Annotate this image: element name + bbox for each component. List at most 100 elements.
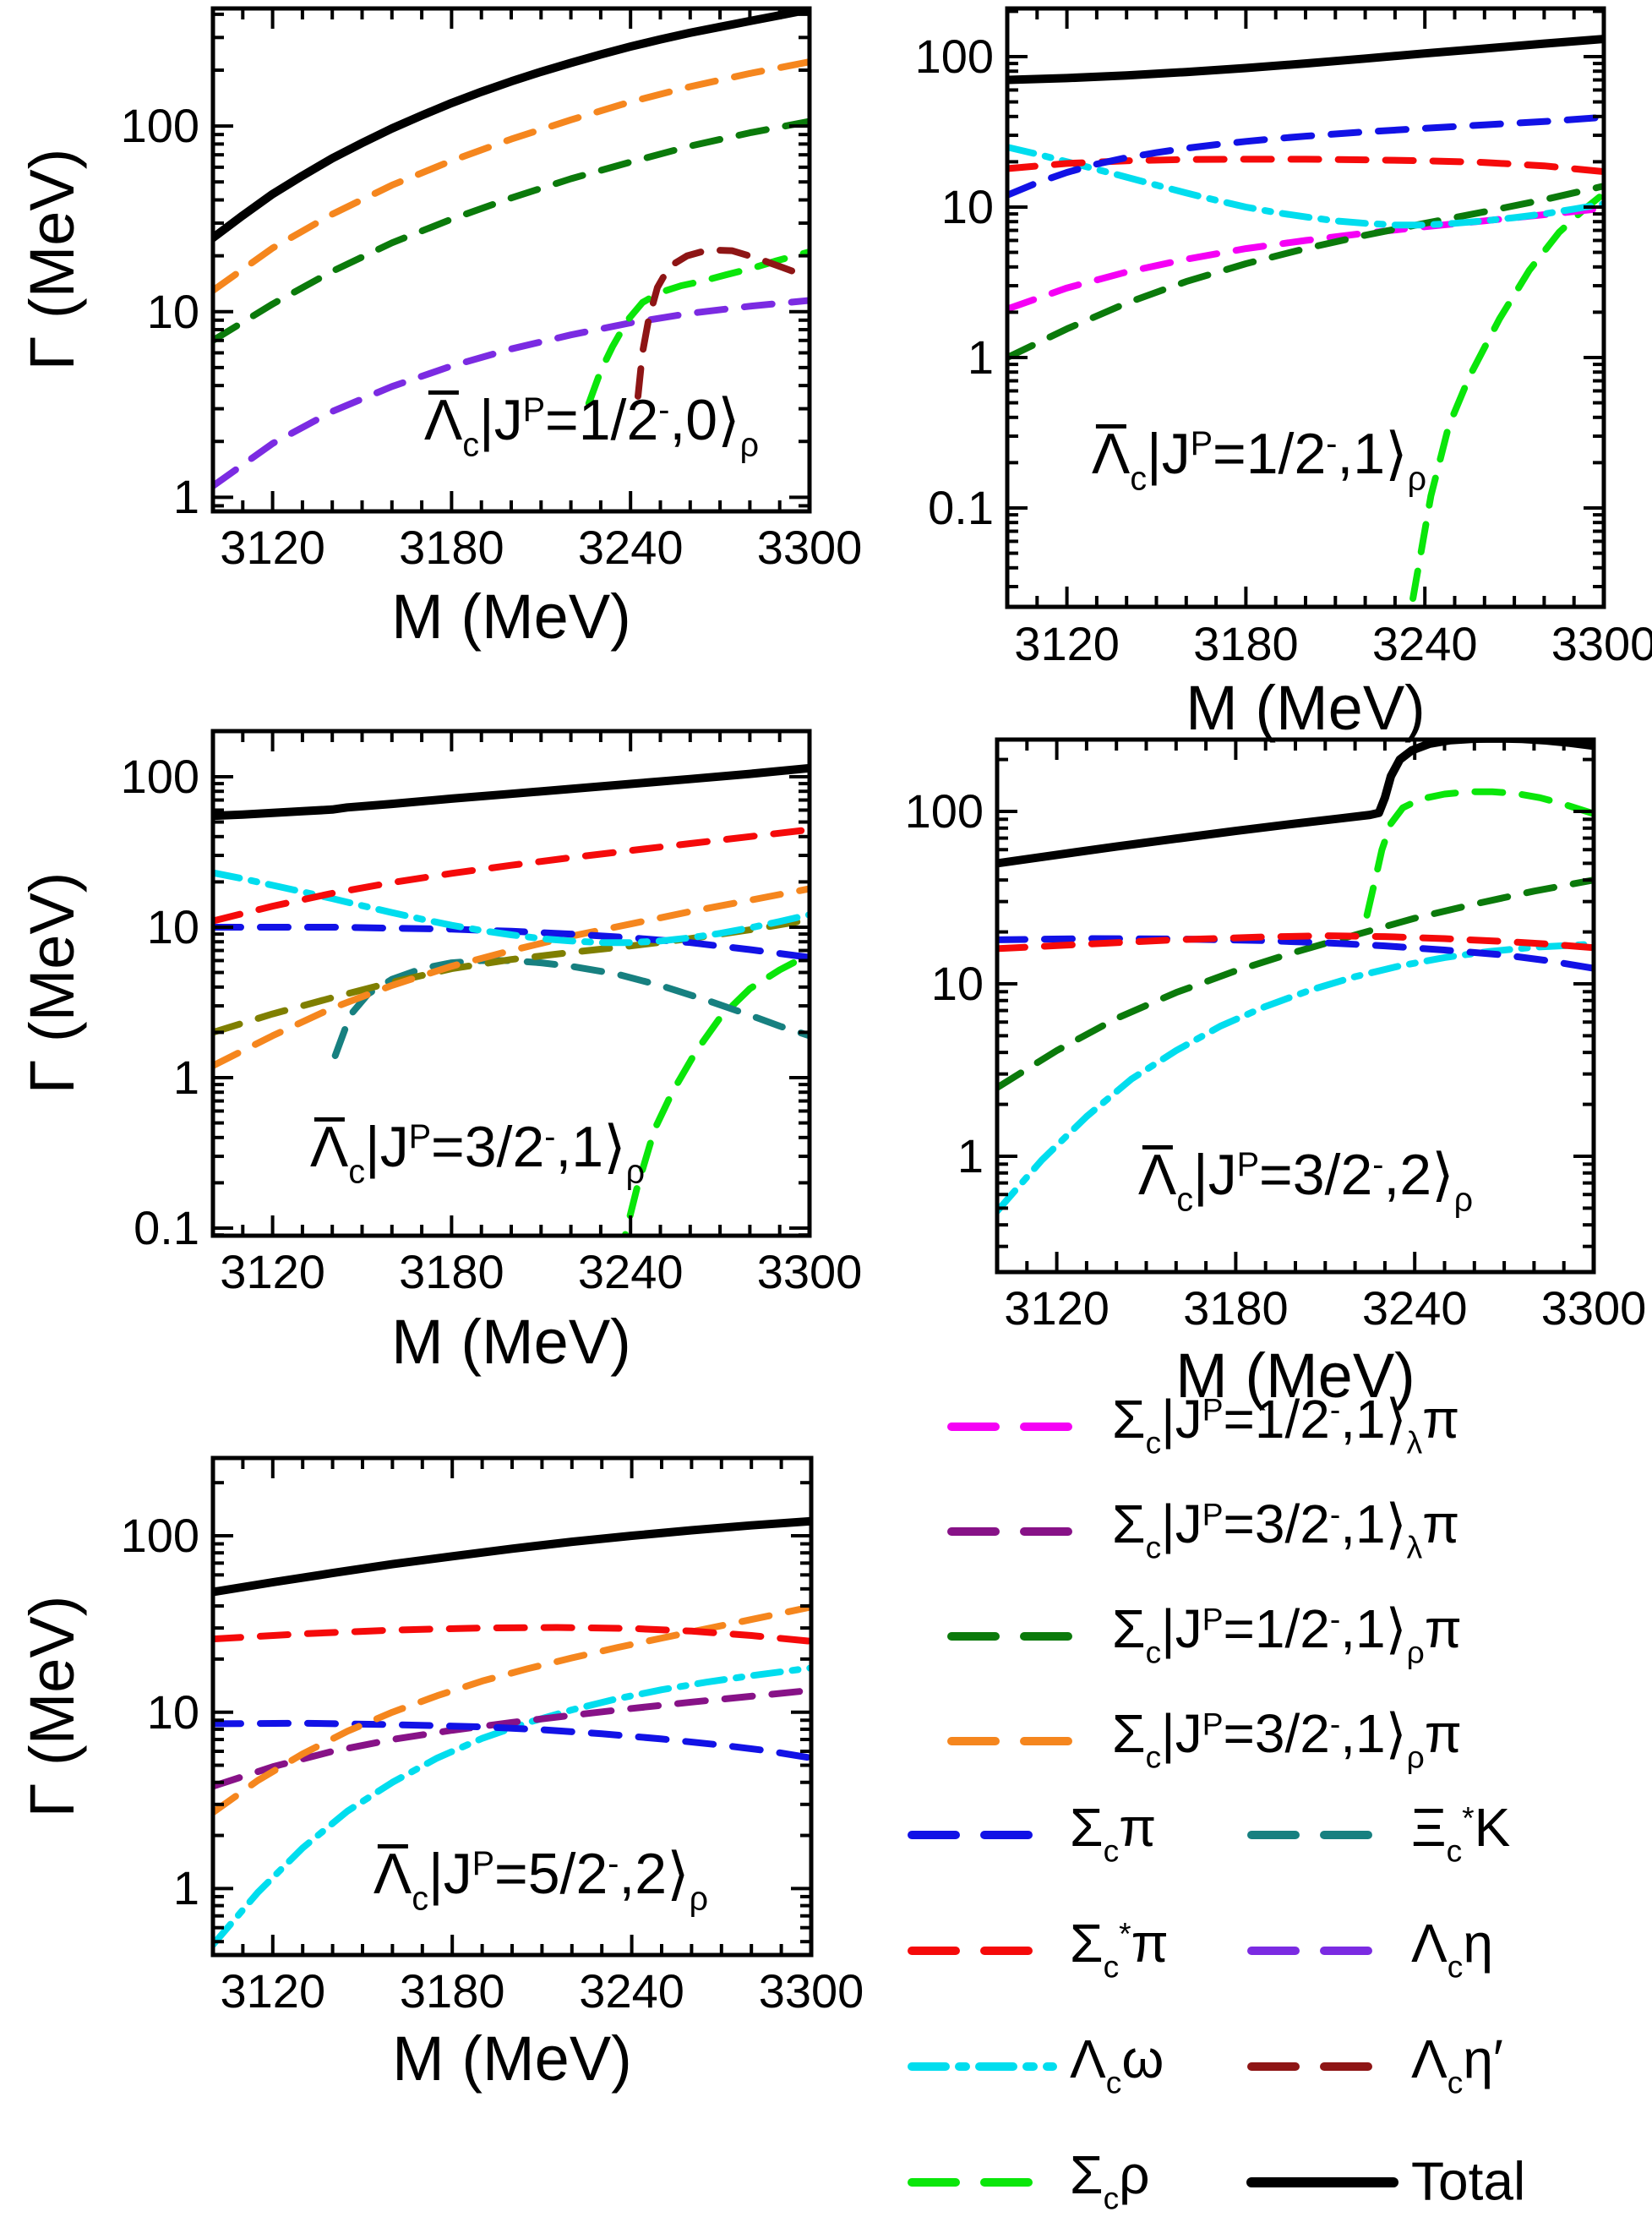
legend-label-xi-c-star-k: Ξc*K — [1411, 1800, 1510, 1867]
series-sigma-c-32-rho-pi — [215, 58, 808, 294]
curves-group — [215, 10, 808, 489]
y-tick-label: 10 — [940, 179, 994, 233]
label-token: * — [1119, 1915, 1131, 1952]
series-total — [1009, 35, 1602, 85]
x-axis-title: M (MeV) — [1175, 1341, 1415, 1411]
y-tick-label: 1 — [172, 470, 199, 524]
legend-label-sigma-c-star-pi: Σc*π — [1070, 1916, 1169, 1983]
label-token: π — [1422, 1389, 1460, 1450]
label-token: =1/2 — [545, 387, 659, 452]
y-tick-label: 1 — [967, 330, 994, 384]
x-tick-label: 3240 — [577, 521, 684, 574]
series-sigma-c-star-pi — [215, 1624, 810, 1645]
label-token: |J — [365, 1114, 409, 1179]
y-tick-label: 0.1 — [928, 480, 994, 534]
label-token: η′ — [1463, 2029, 1503, 2090]
panel-jp32-2-plot — [995, 737, 1596, 1275]
label-token: c — [1103, 1948, 1120, 1985]
series-lambda-c-eta — [215, 297, 808, 489]
label-token: =1/2 — [1223, 1389, 1330, 1450]
label-token: π — [1119, 1797, 1157, 1859]
series-sigma-c-rho — [1409, 190, 1602, 603]
panel-jp12-0-title: Λc|JP=1/2-,0⟩ρ — [423, 387, 760, 464]
series-total — [215, 1516, 810, 1597]
label-token: Σ — [1112, 1598, 1146, 1660]
label-token: c — [1176, 1181, 1194, 1219]
x-tick-label: 3300 — [1551, 617, 1652, 670]
y-axis-title: Γ (MeV) — [17, 871, 87, 1095]
legend-label-lambda-c-eta: Λcη — [1411, 1916, 1493, 1983]
label-token: c — [1446, 1832, 1463, 1869]
label-token: =3/2 — [1223, 1494, 1330, 1555]
label-token: Ξ — [1411, 1797, 1447, 1859]
label-token: Λ — [1411, 1913, 1448, 1974]
series-sigma-c-star-pi — [215, 826, 808, 925]
label-token: ,1⟩ — [1340, 1494, 1407, 1555]
series-dark-yellow — [215, 916, 808, 1035]
x-axis-title: M (MeV) — [1186, 673, 1426, 743]
label-token: c — [1130, 460, 1148, 498]
label-token: Σ — [1112, 1389, 1146, 1450]
y-tick-label: 100 — [904, 784, 984, 838]
label-token: c — [412, 1880, 429, 1918]
label-token: K — [1474, 1797, 1511, 1859]
series-total — [215, 10, 808, 242]
label-token: η — [1463, 1913, 1493, 1974]
legend-swatch-sigma-c-12-rho-pi — [947, 1632, 1099, 1641]
series-total — [999, 741, 1592, 868]
axis-ticks — [997, 740, 1594, 1272]
curves-group — [215, 1516, 810, 1948]
x-axis-title: M (MeV) — [392, 2023, 632, 2094]
label-token: P — [1236, 1146, 1260, 1184]
label-token: ρ — [1119, 2144, 1150, 2206]
label-token: Λ — [1137, 1142, 1177, 1207]
label-token: - — [1329, 1391, 1341, 1428]
label-token: =5/2 — [494, 1841, 608, 1906]
label-token: λ — [1406, 1529, 1423, 1565]
label-token: Λ — [1070, 2029, 1106, 2090]
series-xi-c-star-k — [331, 957, 808, 1059]
x-axis-title: M (MeV) — [391, 582, 631, 652]
series-lambda-c-omega — [215, 869, 808, 947]
legend-label-sigma-c-12-rho-pi: Σc|JP=1/2-,1⟩ρπ — [1112, 1602, 1462, 1668]
legend-swatch-sigma-c-rho — [908, 2178, 1057, 2187]
label-token: ρ — [739, 426, 760, 464]
panel-jp52-2-title: Λc|JP=5/2-,2⟩ρ — [373, 1841, 708, 1918]
series-sigma-c-star-pi — [999, 932, 1592, 953]
series-sigma-c-32-lambda-pi — [215, 1686, 810, 1789]
label-token: ρ — [1406, 1739, 1425, 1775]
panel-jp32-1-plot — [210, 729, 812, 1238]
x-tick-label: 3300 — [758, 1964, 864, 2018]
label-token: c — [1145, 1529, 1162, 1565]
legend-swatch-lambda-c-eta-prime — [1247, 2062, 1398, 2071]
x-tick-label: 3120 — [1004, 1281, 1110, 1335]
legend-label-sigma-c-32-lambda-pi: Σc|JP=3/2-,1⟩λπ — [1112, 1497, 1459, 1564]
label-token: ,1⟩ — [1340, 1389, 1407, 1450]
panel-jp52-2-plot — [210, 1455, 814, 1958]
legend-swatch-lambda-c-omega — [908, 2062, 1057, 2071]
label-token: c — [1145, 1424, 1162, 1461]
label-token: Λ — [373, 1841, 412, 1906]
series-sigma-c-32-rho-pi — [215, 885, 808, 1069]
legend-swatch-total — [1246, 2177, 1398, 2187]
label-token: c — [1447, 2064, 1464, 2100]
label-token: Total — [1411, 2150, 1526, 2212]
axis-ticks — [213, 1458, 811, 1955]
axis-ticks — [1007, 8, 1604, 607]
x-tick-label: 3180 — [399, 521, 504, 574]
axis-ticks — [213, 729, 810, 1237]
legend-label-lambda-c-omega: Λcω — [1070, 2032, 1164, 2099]
label-token: Λ — [1091, 421, 1131, 486]
series-lambda-c-omega — [1009, 144, 1602, 229]
series-sigma-c-rho — [585, 248, 808, 407]
legend-swatch-sigma-c-12-lambda-pi — [947, 1423, 1099, 1431]
label-token: P — [1202, 1706, 1224, 1742]
series-sigma-c-12-rho-pi — [999, 876, 1592, 1091]
label-token: P — [408, 1118, 432, 1156]
legend-swatch-sigma-c-pi — [908, 1831, 1057, 1839]
label-token: Σ — [1070, 1913, 1104, 1974]
label-token: |J — [428, 1841, 472, 1906]
label-token: - — [1329, 1496, 1341, 1532]
label-token: Λ — [423, 387, 463, 452]
